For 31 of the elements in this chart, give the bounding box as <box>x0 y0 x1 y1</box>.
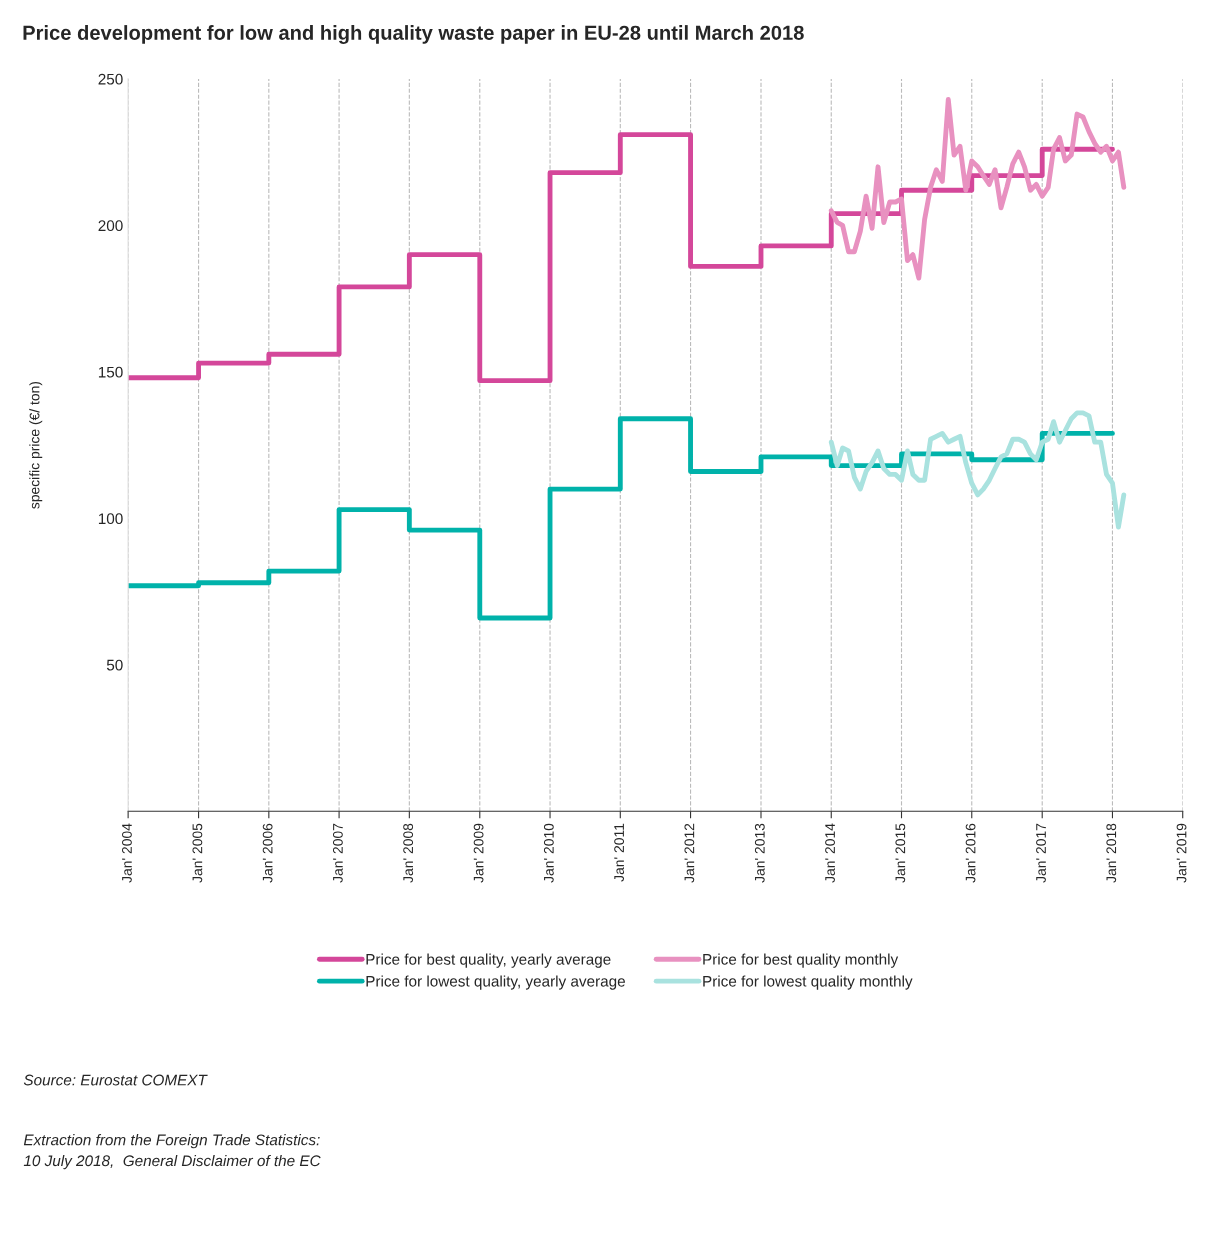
x-tick-label: Jan' 2015 <box>895 823 906 883</box>
x-tick-label: Jan' 2010 <box>543 823 554 883</box>
x-tick-label: Jan' 2009 <box>473 823 484 883</box>
x-tick-label: Jan' 2014 <box>825 823 835 883</box>
source-note: Source: Eurostat COMEXT <box>23 1074 208 1086</box>
y-axis-title: specific price (€/ ton) <box>29 381 43 509</box>
x-tick-label: Jan' 2017 <box>1036 823 1046 883</box>
x-tick-label: Jan' 2019 <box>1176 823 1187 883</box>
y-tick-label: 250 <box>98 73 123 85</box>
y-tick-label: 150 <box>98 366 123 378</box>
text: Extraction from the Foreign Trade Statistics: 10 July 2018, General Disclaimer of the EC <box>23 1134 321 1170</box>
x-tick-label: Jan' 2005 <box>192 823 203 883</box>
x-tick-label: Jan' 2018 <box>1106 823 1117 883</box>
x-tick-label: Jan' 2012 <box>684 823 695 883</box>
x-tick-label: Jan' 2004 <box>122 823 132 883</box>
x-tick-label: Jan' 2011 <box>614 823 625 882</box>
chart-title: Price development for low and high quality waste paper in EU-28 until March 2018 <box>23 25 804 44</box>
legend-label: Price for best quality, yearly average <box>366 953 611 968</box>
x-tick-label: Jan' 2007 <box>332 823 343 883</box>
x-tick-label: Jan' 2006 <box>262 823 273 883</box>
legend-label: Price for best quality monthly <box>703 953 899 968</box>
x-tick-label: Jan' 2016 <box>965 823 976 883</box>
x-tick-label: Jan' 2013 <box>754 823 765 883</box>
legend-label: Price for lowest quality, yearly average <box>366 975 625 990</box>
y-tick-label: 200 <box>98 220 123 232</box>
y-tick-label: 50 <box>106 659 123 671</box>
line-series <box>828 410 1127 530</box>
line-series <box>828 96 1127 281</box>
legend-label: Price for lowest quality monthly <box>703 975 913 990</box>
y-tick-label: 100 <box>98 513 123 525</box>
x-tick-label: Jan' 2008 <box>403 823 414 883</box>
